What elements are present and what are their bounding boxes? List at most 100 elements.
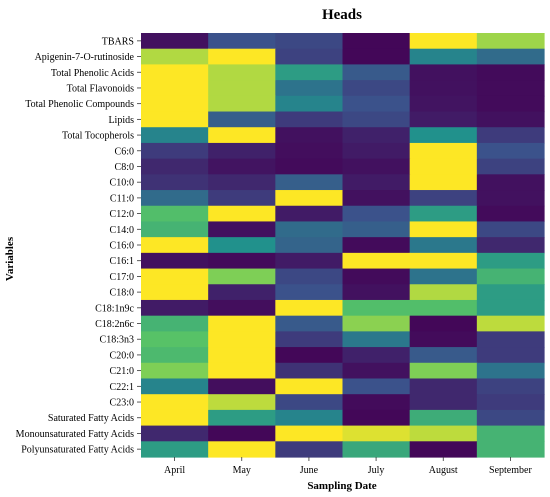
x-tick-label: August bbox=[429, 465, 458, 476]
heatmap-cell bbox=[208, 158, 276, 175]
heatmap-cell bbox=[275, 441, 344, 458]
heatmap-cell bbox=[275, 80, 344, 97]
x-tick-labels: April May June July August September bbox=[164, 457, 532, 476]
heatmap-cell bbox=[342, 425, 411, 442]
heatmap-cell bbox=[208, 284, 276, 301]
heatmap-cell bbox=[409, 142, 478, 160]
heatmap-cells bbox=[141, 33, 545, 458]
chart-title: Heads bbox=[322, 7, 362, 23]
y-tick-label: C18:0 bbox=[110, 288, 134, 299]
heatmap-cell bbox=[208, 33, 276, 50]
heatmap-cell bbox=[141, 409, 209, 427]
heatmap-cell bbox=[208, 378, 276, 395]
heatmap-cell bbox=[476, 221, 545, 238]
heatmap-cell bbox=[275, 237, 344, 254]
heatmap-cell bbox=[476, 252, 545, 270]
heatmap-cell bbox=[342, 315, 411, 332]
heatmap-cell bbox=[476, 425, 545, 442]
heatmap-cell bbox=[409, 299, 478, 317]
heatmap-cell bbox=[208, 315, 276, 332]
heatmap-cell bbox=[409, 268, 478, 285]
y-tick-label: Monounsaturated Fatty Acids bbox=[16, 429, 134, 440]
heatmap-cell bbox=[476, 237, 545, 254]
heatmap-cell bbox=[275, 127, 344, 144]
y-tick-label: C12:0 bbox=[110, 209, 134, 220]
heatmap-cell bbox=[275, 48, 344, 65]
heatmap-cell bbox=[141, 331, 209, 348]
y-tick-label: C18:1n9c bbox=[95, 303, 134, 314]
heatmap-cell bbox=[141, 33, 209, 50]
heatmap-cell bbox=[476, 299, 545, 317]
heatmap-cell bbox=[409, 174, 478, 191]
heatmap-cell bbox=[275, 425, 344, 442]
heatmap-cell bbox=[476, 378, 545, 395]
y-tick-label: C21:0 bbox=[110, 366, 134, 377]
heatmap-cell bbox=[409, 347, 478, 364]
heatmap-cell bbox=[342, 190, 411, 207]
heatmap-cell bbox=[342, 394, 411, 411]
heatmap-cell bbox=[275, 378, 344, 395]
heatmap-cell bbox=[141, 64, 209, 81]
heatmap-cell bbox=[476, 441, 545, 458]
heatmap-cell bbox=[208, 127, 276, 144]
heatmap-cell bbox=[275, 158, 344, 175]
heatmap-cell bbox=[141, 268, 209, 285]
heatmap-cell bbox=[141, 394, 209, 411]
heatmap-cell bbox=[275, 190, 344, 207]
heatmap-cell bbox=[409, 237, 478, 254]
heatmap-cell bbox=[409, 315, 478, 332]
heatmap-cell bbox=[476, 33, 545, 50]
heatmap-cell bbox=[409, 252, 478, 270]
y-tick-label: Saturated Fatty Acids bbox=[48, 413, 134, 424]
heatmap-cell bbox=[208, 48, 276, 65]
heatmap-cell bbox=[342, 362, 411, 380]
heatmap-cell bbox=[476, 409, 545, 427]
heatmap-cell bbox=[476, 268, 545, 285]
heatmap-cell bbox=[141, 378, 209, 395]
heatmap-cell bbox=[476, 331, 545, 348]
y-tick-label: C16:0 bbox=[110, 241, 134, 252]
heatmap-cell bbox=[476, 205, 545, 223]
heatmap-cell bbox=[476, 95, 545, 113]
heatmap-cell bbox=[275, 347, 344, 364]
heatmap-cell bbox=[208, 252, 276, 270]
heatmap-cell bbox=[208, 237, 276, 254]
heatmap-cell bbox=[275, 205, 344, 223]
heatmap-cell bbox=[476, 111, 545, 128]
heatmap-cell bbox=[342, 252, 411, 270]
y-tick-labels: TBARS Apigenin-7-O-rutinoside Total Phenol… bbox=[16, 36, 141, 456]
heatmap-cell bbox=[208, 80, 276, 97]
heatmap-cell bbox=[275, 111, 344, 128]
heatmap-cell bbox=[409, 362, 478, 380]
heatmap-cell bbox=[141, 95, 209, 113]
y-tick-label: C17:0 bbox=[110, 272, 134, 283]
heatmap-cell bbox=[409, 205, 478, 223]
heatmap-cell bbox=[342, 174, 411, 191]
heatmap-cell bbox=[476, 347, 545, 364]
heatmap-cell bbox=[141, 237, 209, 254]
y-tick-label: C8:0 bbox=[115, 162, 134, 173]
heatmap-cell bbox=[275, 394, 344, 411]
heatmap-cell bbox=[476, 284, 545, 301]
heatmap-cell bbox=[141, 315, 209, 332]
heatmap-cell bbox=[342, 33, 411, 50]
heatmap-cell bbox=[275, 315, 344, 332]
y-tick-label: C6:0 bbox=[115, 146, 134, 157]
heatmap-cell bbox=[208, 142, 276, 160]
heatmap-cell bbox=[409, 48, 478, 65]
y-tick-label: C22:1 bbox=[110, 382, 134, 393]
heatmap-cell bbox=[342, 347, 411, 364]
heatmap-cell bbox=[208, 268, 276, 285]
heatmap-cell bbox=[409, 95, 478, 113]
y-tick-label: C20:0 bbox=[110, 350, 134, 361]
y-tick-label: Lipids bbox=[108, 115, 134, 126]
heatmap-cell bbox=[342, 268, 411, 285]
heatmap-cell bbox=[141, 299, 209, 317]
y-axis-title: Variables bbox=[4, 236, 16, 281]
heatmap-cell bbox=[208, 221, 276, 238]
heatmap-cell bbox=[476, 158, 545, 175]
heatmap-cell bbox=[141, 111, 209, 128]
heatmap-cell bbox=[141, 127, 209, 144]
heatmap-cell bbox=[275, 142, 344, 160]
